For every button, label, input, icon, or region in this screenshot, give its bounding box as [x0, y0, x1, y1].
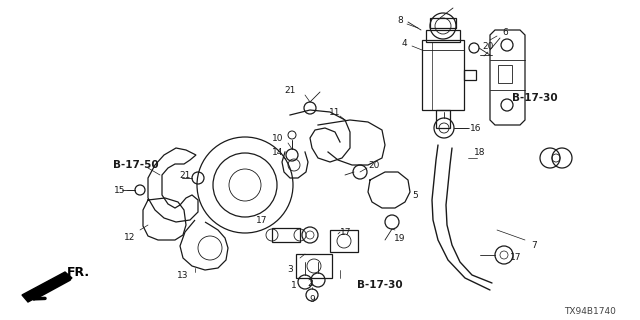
Text: 19: 19: [394, 234, 406, 243]
Bar: [464, 70, 476, 80]
Text: 5: 5: [412, 190, 418, 199]
Text: 1: 1: [291, 281, 297, 290]
Text: FR.: FR.: [67, 267, 90, 279]
Text: 15: 15: [115, 186, 125, 195]
Bar: [426, 30, 460, 42]
Bar: [272, 228, 300, 242]
Text: 17: 17: [340, 228, 352, 236]
Text: 21: 21: [179, 171, 191, 180]
Text: 21: 21: [284, 85, 296, 94]
Text: 3: 3: [287, 266, 293, 275]
Text: 16: 16: [470, 124, 482, 132]
Bar: [430, 18, 456, 28]
Text: 6: 6: [502, 28, 508, 36]
Text: 13: 13: [177, 270, 189, 279]
Text: 14: 14: [272, 148, 284, 156]
Text: B-17-30: B-17-30: [357, 280, 403, 290]
Text: 7: 7: [531, 241, 537, 250]
Text: TX94B1740: TX94B1740: [564, 308, 616, 316]
Text: 20: 20: [483, 42, 493, 51]
Text: B-17-50: B-17-50: [113, 160, 159, 170]
Text: 20: 20: [368, 161, 380, 170]
Text: 10: 10: [272, 133, 284, 142]
Bar: [498, 65, 512, 83]
Text: 8: 8: [397, 15, 403, 25]
Text: 9: 9: [309, 295, 315, 305]
Polygon shape: [22, 272, 72, 302]
Text: 18: 18: [474, 148, 486, 156]
Bar: [436, 110, 450, 128]
Bar: [296, 254, 332, 278]
Text: 17: 17: [510, 252, 522, 261]
Text: 11: 11: [329, 108, 340, 116]
Text: 4: 4: [401, 38, 407, 47]
Bar: [330, 230, 358, 252]
Text: 17: 17: [256, 215, 268, 225]
Text: B-17-30: B-17-30: [512, 93, 558, 103]
Text: 2: 2: [307, 278, 313, 287]
Bar: [422, 40, 464, 110]
Text: 12: 12: [124, 233, 136, 242]
